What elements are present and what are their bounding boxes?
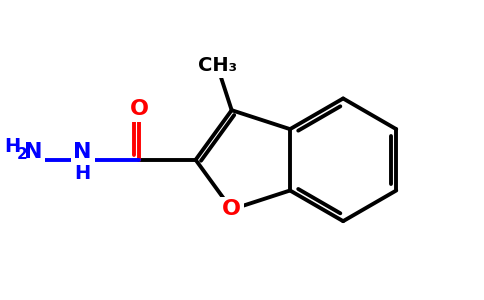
Text: H: H: [75, 164, 91, 183]
Text: CH₃: CH₃: [198, 56, 237, 75]
Text: O: O: [222, 200, 241, 219]
Text: N: N: [74, 142, 92, 163]
Text: O: O: [130, 99, 149, 119]
Text: H: H: [4, 136, 21, 156]
Text: 2: 2: [17, 147, 28, 162]
Text: N: N: [24, 142, 42, 163]
